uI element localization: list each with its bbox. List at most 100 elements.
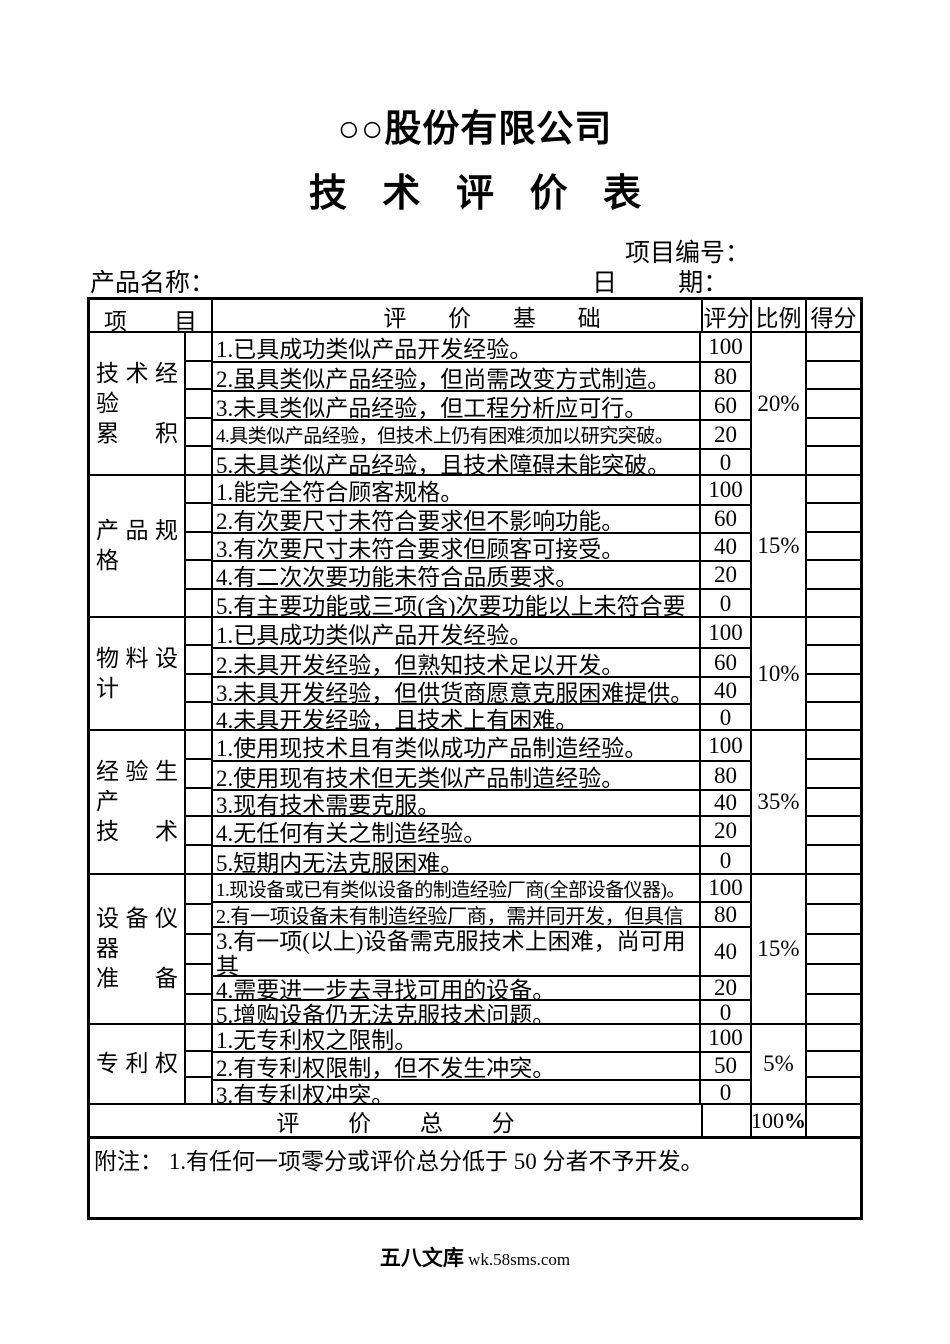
check-cell <box>186 757 211 787</box>
score-value: 20 <box>714 975 737 1000</box>
section-tech-experience: 技术经验 累 积 1.已具成功类似产品开发经验。 100 2.虽具类似产品经验，… <box>90 333 860 476</box>
total-ratio-value: 100 <box>751 1107 784 1133</box>
gained-cell <box>807 587 860 616</box>
column-header-gained: 得分 <box>810 305 857 331</box>
criterion-row: 5.增购设备仍无法克服技术问题。 0 <box>213 999 750 1025</box>
gained-column <box>807 333 860 474</box>
criterion-text: 2.未具开发经验，但熟知技术足以开发。 <box>213 649 701 676</box>
total-score-cell <box>703 1105 752 1136</box>
criterion-text: 5.未具类似产品经验，且技术障碍未能突破。 <box>213 450 701 476</box>
section-patent: 专 利 权 1.无专利权之限制。 100 2.有专利权限制，但不发生冲突。 50… <box>90 1025 860 1105</box>
criteria-column: 1.现设备或已有类似设备的制造经验厂商(全部设备仪器)。 100 2.有一项设备… <box>213 875 752 1025</box>
score-value: 100 <box>708 477 743 502</box>
criterion-text: 2.虽具类似产品经验，但尚需改变方式制造。 <box>213 363 701 390</box>
check-cell <box>186 844 211 873</box>
criterion-row: 2.使用现有技术但无类似产品制造经验。 80 <box>213 760 750 789</box>
gained-cell <box>807 530 860 559</box>
score-value: 20 <box>714 562 737 587</box>
gained-column <box>807 731 860 873</box>
criterion-row: 1.无专利权之限制。 100 <box>213 1025 750 1051</box>
check-column <box>186 618 213 729</box>
criterion-row: 2.有专利权限制，但不发生冲突。 50 <box>213 1051 750 1079</box>
check-cell <box>186 359 211 389</box>
gained-cell <box>807 502 860 530</box>
score-value: 100 <box>708 619 743 645</box>
gained-column <box>807 1025 860 1103</box>
criterion-row: 5.短期内无法克服困难。 0 <box>213 845 750 875</box>
check-cell <box>186 530 211 559</box>
check-cell <box>186 731 211 758</box>
column-header-score: 评分 <box>703 300 752 331</box>
check-cell <box>186 1076 211 1103</box>
score-value: 50 <box>714 1053 737 1078</box>
score-value: 0 <box>719 705 732 730</box>
score-value: 60 <box>714 649 737 675</box>
gained-cell <box>807 559 860 587</box>
gained-cell <box>807 757 860 787</box>
category-label: 技 术 <box>96 819 178 844</box>
check-cell <box>186 903 211 933</box>
criterion-text: 5.增购设备仍无法克服技术问题。 <box>213 1001 701 1025</box>
criterion-text: 5.有主要功能或三项(含)次要功能以上未符合要 <box>213 590 701 618</box>
criterion-text: 3.有次要尺寸未符合要求但顾客可接受。 <box>213 534 701 560</box>
check-cell <box>186 700 211 729</box>
score-value: 0 <box>719 1080 732 1105</box>
score-value: 100 <box>708 334 743 359</box>
product-name-label: 产品名称： <box>90 270 216 297</box>
criteria-column: 1.能完全符合顾客规格。 100 2.有次要尺寸未符合要求但不影响功能。 60 … <box>213 476 752 618</box>
total-label: 评 价 总 分 <box>90 1105 703 1136</box>
criterion-text-line1: 3.有一项(以上)设备需克服技术上困难，尚可用其 <box>216 929 686 975</box>
check-column <box>186 476 213 616</box>
ratio-value: 20% <box>752 333 807 474</box>
check-cell <box>186 993 211 1023</box>
project-number-label: 项目编号： <box>625 240 751 267</box>
ratio-value: 15% <box>752 476 807 616</box>
check-cell <box>186 1025 211 1050</box>
score-value: 40 <box>714 790 737 815</box>
total-ratio-cell: 100% <box>751 1105 807 1136</box>
score-value: 60 <box>714 392 737 418</box>
gained-cell <box>807 388 860 417</box>
check-cell <box>186 388 211 417</box>
category-label: 累 积 <box>96 420 178 446</box>
gained-cell <box>807 786 860 816</box>
check-cell <box>186 875 211 903</box>
score-value: 100 <box>708 732 743 758</box>
criterion-text: 2.有次要尺寸未符合要求但不影响功能。 <box>213 506 701 532</box>
ratio-value: 10% <box>752 618 807 729</box>
check-cell <box>186 587 211 616</box>
criterion-row: 1.已具成功类似产品开发经验。 100 <box>213 333 750 361</box>
company-title: ○○股份有限公司 <box>337 108 613 149</box>
total-ratio-percent: % <box>784 1107 806 1133</box>
criterion-text: 4.需要进一步去寻找可用的设备。 <box>213 977 701 999</box>
gained-cell <box>807 731 860 758</box>
score-value: 60 <box>714 506 737 531</box>
score-value: 100 <box>708 875 743 900</box>
category-label: 设备仪器 <box>96 906 178 961</box>
criteria-column: 1.无专利权之限制。 100 2.有专利权限制，但不发生冲突。 50 3.有专利… <box>213 1025 752 1105</box>
section-production-tech: 经验生产 技 术 1.使用现技术且有类似成功产品制造经验。 100 2.使用现有… <box>90 731 860 875</box>
score-value: 0 <box>719 450 732 475</box>
gained-cell <box>807 333 860 360</box>
gained-cell <box>807 844 860 873</box>
score-value: 80 <box>714 762 737 788</box>
section-equipment: 设备仪器 准 备 1.现设备或已有类似设备的制造经验厂商(全部设备仪器)。 10… <box>90 875 860 1025</box>
gained-cell <box>807 700 860 729</box>
criteria-column: 1.已具成功类似产品开发经验。 100 2.未具开发经验，但熟知技术足以开发。 … <box>213 618 752 731</box>
ratio-value: 15% <box>752 875 807 1023</box>
score-value: 0 <box>719 1000 732 1025</box>
section-material-design: 物料设计 1.已具成功类似产品开发经验。 100 2.未具开发经验，但熟知技术足… <box>90 618 860 731</box>
category-cell: 物料设计 <box>90 618 186 729</box>
gained-cell <box>807 445 860 474</box>
gained-cell <box>807 1076 860 1103</box>
criterion-row: 4.需要进一步去寻找可用的设备。 20 <box>213 975 750 1000</box>
criterion-row: 3.有专利权冲突。 0 <box>213 1079 750 1105</box>
criteria-column: 1.使用现技术且有类似成功产品制造经验。 100 2.使用现有技术但无类似产品制… <box>213 731 752 875</box>
criterion-text: 3.未具开发经验，但供货商愿意克服困难提供。 <box>213 678 701 703</box>
gained-cell <box>807 933 860 963</box>
footnote-row: 附注： 1.有任何一项零分或评价总分低于 50 分者不予开发。 <box>90 1139 860 1217</box>
check-cell <box>186 644 211 672</box>
criterion-row: 3.未具类似产品经验，但工程分析应可行。 60 <box>213 390 750 419</box>
criterion-text: 3.有专利权冲突。 <box>213 1081 701 1105</box>
